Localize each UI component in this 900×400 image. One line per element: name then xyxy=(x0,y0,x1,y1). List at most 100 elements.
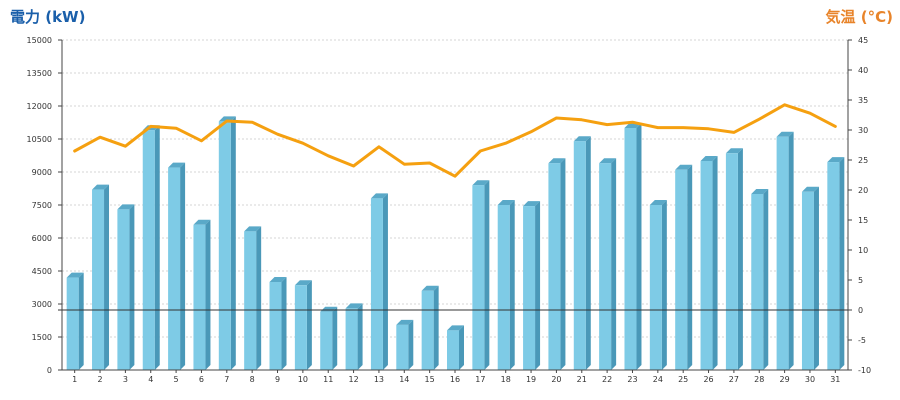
bar-side xyxy=(332,306,338,370)
bar-top xyxy=(725,148,743,154)
bar-front xyxy=(548,163,561,370)
bar-top xyxy=(801,186,819,192)
left-tick-label: 13500 xyxy=(27,69,52,78)
temperature-line-layer xyxy=(73,103,837,178)
bar-day-17 xyxy=(472,180,490,370)
bar-side xyxy=(788,131,794,370)
x-tick-label: 21 xyxy=(577,375,587,384)
bar-side xyxy=(357,303,363,370)
bar-day-12 xyxy=(345,303,363,370)
left-tick-label: 6000 xyxy=(32,234,52,243)
bar-side xyxy=(611,158,617,370)
bar-day-29 xyxy=(776,131,794,370)
bar-side xyxy=(813,186,819,370)
bar-top xyxy=(599,158,617,164)
bar-side xyxy=(509,200,515,370)
bar-day-27 xyxy=(725,148,743,370)
x-tick-label: 23 xyxy=(627,375,637,384)
right-tick-label: 15 xyxy=(858,216,868,225)
bar-day-5 xyxy=(168,162,186,370)
bar-front xyxy=(523,206,536,370)
x-tick-label: 7 xyxy=(224,375,229,384)
bar-top xyxy=(117,204,135,210)
bar-front xyxy=(294,285,307,370)
bar-side xyxy=(154,125,160,370)
x-tick-label: 29 xyxy=(780,375,790,384)
bar-front xyxy=(776,136,789,370)
bar-side xyxy=(230,116,236,371)
x-tick-label: 27 xyxy=(729,375,739,384)
bar-day-3 xyxy=(117,204,135,370)
bar-side xyxy=(281,277,287,370)
bar-front xyxy=(624,128,637,370)
x-tick-label: 10 xyxy=(298,375,308,384)
bar-day-11 xyxy=(320,306,338,370)
bar-side xyxy=(104,184,110,370)
bar-day-31 xyxy=(827,157,845,370)
bar-front xyxy=(447,330,459,370)
bar-front xyxy=(66,277,79,370)
x-tick-label: 4 xyxy=(148,375,153,384)
right-tick-label: 40 xyxy=(858,66,868,75)
bar-top xyxy=(193,219,211,225)
bar-front xyxy=(827,162,840,370)
bar-top xyxy=(370,193,388,199)
bar-top xyxy=(675,164,693,170)
x-tick-label: 19 xyxy=(526,375,536,384)
bar-side xyxy=(382,193,388,370)
x-tick-label: 11 xyxy=(323,375,333,384)
x-tick-label: 2 xyxy=(97,375,102,384)
bar-side xyxy=(433,285,439,370)
right-tick-label: -10 xyxy=(858,366,871,375)
right-tick-label: 30 xyxy=(858,126,868,135)
x-tick-label: 15 xyxy=(425,375,435,384)
left-tick-label: 4500 xyxy=(32,267,52,276)
bar-front xyxy=(269,282,282,370)
bar-side xyxy=(737,148,743,370)
bar-day-8 xyxy=(244,226,262,370)
x-tick-label: 13 xyxy=(374,375,384,384)
bar-day-7 xyxy=(218,116,236,371)
right-tick-label: 45 xyxy=(858,36,868,45)
bar-front xyxy=(396,324,409,370)
x-tick-label: 1 xyxy=(72,375,77,384)
left-tick-label: 3000 xyxy=(32,300,52,309)
bar-day-24 xyxy=(649,200,667,370)
right-tick-label: 0 xyxy=(858,306,863,315)
bar-top xyxy=(700,156,718,161)
tick-labels: 0 1500 3000 4500 6000 7500 9000 10500 12000 13500… xyxy=(27,36,872,384)
x-tick-label: 16 xyxy=(450,375,460,384)
bar-top xyxy=(447,325,464,331)
bar-side xyxy=(129,204,135,370)
bar-top xyxy=(497,200,515,205)
left-tick-label: 1500 xyxy=(32,333,52,342)
bar-day-22 xyxy=(599,158,617,370)
bar-day-28 xyxy=(751,189,769,370)
bar-side xyxy=(306,280,312,370)
bar-front xyxy=(345,308,358,370)
bar-side xyxy=(78,272,84,370)
right-tick-label: 35 xyxy=(858,96,868,105)
bar-day-13 xyxy=(370,193,388,370)
bar-day-10 xyxy=(294,280,312,370)
bar-front xyxy=(244,231,257,370)
left-tick-label: 9000 xyxy=(32,168,52,177)
bar-side xyxy=(687,164,693,370)
bar-front xyxy=(573,141,586,370)
bar-top xyxy=(66,272,84,278)
bar-front xyxy=(370,198,383,370)
left-axis-label: 電力 (kW) xyxy=(10,8,85,26)
right-tick-label: 25 xyxy=(858,156,868,165)
bar-day-1 xyxy=(66,272,84,370)
bar-front xyxy=(92,189,105,370)
bar-top xyxy=(92,184,110,190)
bar-front xyxy=(649,205,662,370)
bar-top xyxy=(776,131,794,137)
bar-front xyxy=(421,290,434,370)
right-axis-label: 気温 (°C) xyxy=(826,8,893,26)
bar-front xyxy=(801,191,814,370)
bar-day-30 xyxy=(801,186,819,370)
bar-side xyxy=(205,219,211,370)
bar-day-15 xyxy=(421,285,439,370)
bar-day-26 xyxy=(700,156,718,370)
